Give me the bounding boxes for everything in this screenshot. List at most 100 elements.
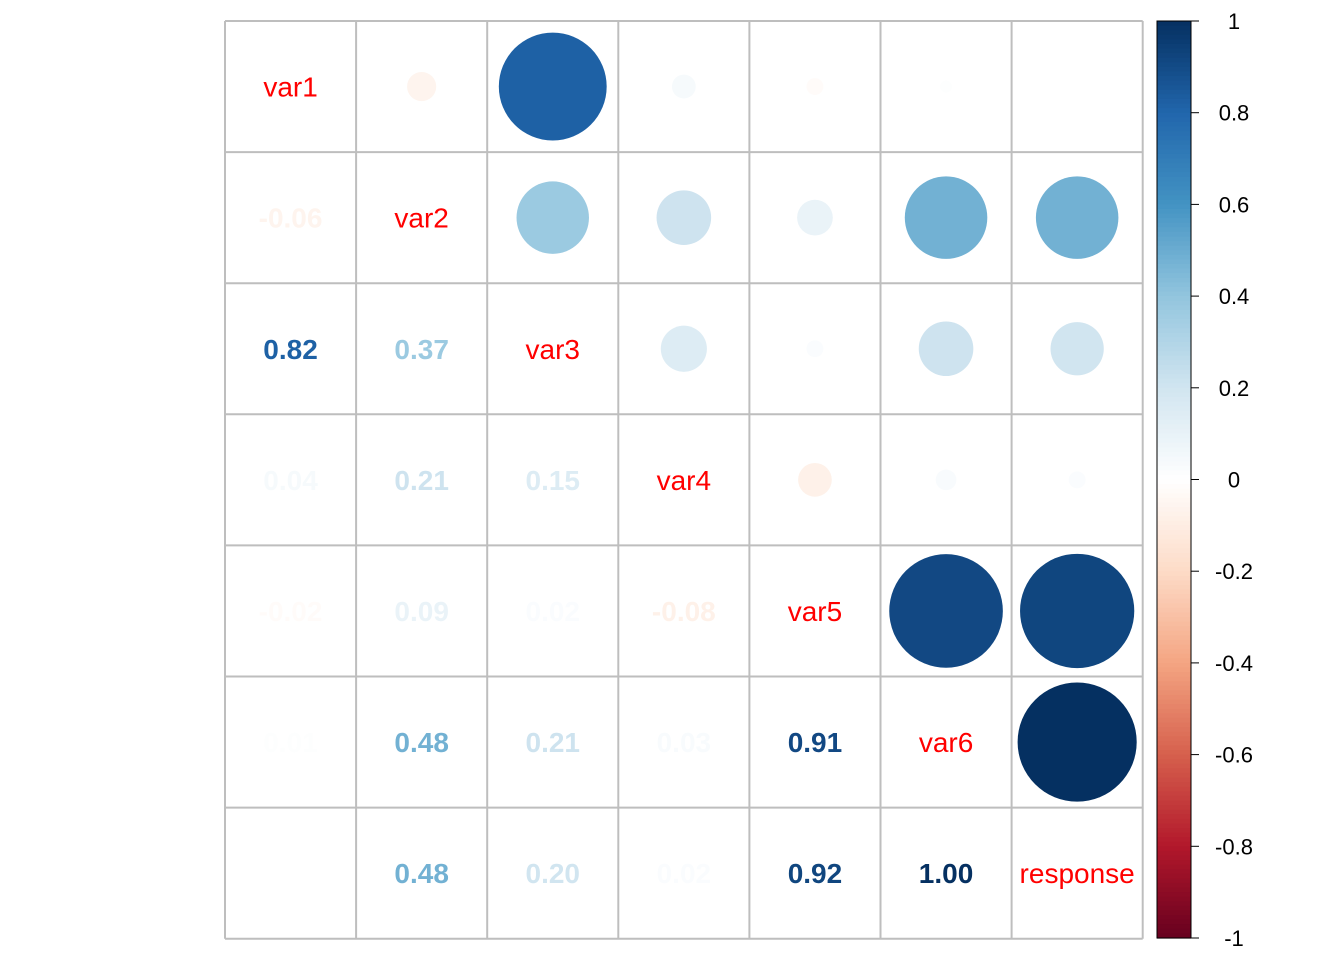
colorbar-segment: [1157, 892, 1191, 898]
colorbar-segment: [1157, 208, 1191, 215]
matrix-cell: [618, 545, 750, 677]
colorbar-segment: [1157, 245, 1191, 251]
matrix-cell: [618, 807, 750, 939]
colorbar-segment: [1157, 626, 1191, 632]
colorbar-segment: [1157, 708, 1191, 714]
colorbar-segment: [1157, 814, 1191, 820]
colorbar-segment: [1157, 98, 1191, 105]
colorbar-tick-label: -0.6: [1215, 743, 1253, 768]
colorbar-segment: [1157, 204, 1191, 210]
colorbar-segment: [1157, 699, 1191, 705]
colorbar-segment: [1157, 584, 1191, 591]
colorbar-segment: [1157, 355, 1191, 361]
colorbar-segment: [1157, 80, 1191, 86]
colorbar-segment: [1157, 653, 1191, 659]
colorbar-segment: [1157, 250, 1191, 256]
correlation-circle: [940, 80, 953, 93]
colorbar-segment: [1157, 617, 1191, 623]
colorbar-segment: [1157, 351, 1191, 357]
colorbar-segment: [1157, 442, 1191, 449]
colorbar-segment: [1157, 901, 1191, 907]
colorbar-segment: [1157, 374, 1191, 380]
colorbar-segment: [1157, 451, 1191, 458]
colorbar-segment: [1157, 685, 1191, 692]
colorbar-segment: [1157, 94, 1191, 100]
colorbar-segment: [1157, 493, 1191, 499]
colorbar-segment: [1157, 896, 1191, 902]
colorbar-segment: [1157, 39, 1191, 45]
correlation-circle: [1050, 322, 1104, 376]
colorbar-segment: [1157, 873, 1191, 879]
colorbar-segment: [1157, 103, 1191, 109]
colorbar-segment: [1157, 552, 1191, 559]
colorbar-segment: [1157, 598, 1191, 604]
colorbar-segment: [1157, 667, 1191, 673]
colorbar-segment: [1157, 639, 1191, 646]
correlation-coefficient: 0.02: [526, 596, 581, 627]
colorbar-segment: [1157, 470, 1191, 476]
colorbar-segment: [1157, 750, 1191, 756]
colorbar-segment: [1157, 406, 1191, 412]
colorbar-segment: [1157, 314, 1191, 320]
colorbar-segment: [1157, 809, 1191, 815]
colorbar-segment: [1157, 520, 1191, 526]
colorbar-segment: [1157, 117, 1191, 123]
colorbar-segment: [1157, 763, 1191, 769]
colorbar-segment: [1157, 369, 1191, 375]
correlation-coefficient: 0.21: [526, 727, 581, 758]
colorbar-segment: [1157, 286, 1191, 293]
correlation-coefficient: 1.00: [919, 858, 974, 889]
correlation-coefficient: 0.91: [788, 727, 843, 758]
colorbar-segment: [1157, 227, 1191, 233]
colorbar-segment: [1157, 580, 1191, 586]
colorbar-segment: [1157, 231, 1191, 238]
correlation-circle: [656, 190, 712, 245]
matrix-cell: [225, 676, 357, 808]
colorbar-segment: [1157, 474, 1191, 481]
colorbar-segment: [1157, 754, 1191, 760]
colorbar-segment: [1157, 571, 1191, 577]
correlation-circle: [407, 71, 437, 102]
matrix-cell: [225, 283, 357, 415]
variable-label-var2: var2: [394, 203, 448, 234]
colorbar-segment: [1157, 429, 1191, 435]
colorbar-segment: [1157, 140, 1191, 146]
colorbar-segment: [1157, 158, 1191, 164]
colorbar-segment: [1157, 621, 1191, 627]
colorbar-segment: [1157, 740, 1191, 747]
correlation-coefficient: 0.92: [788, 858, 843, 889]
matrix-cell: [356, 283, 488, 415]
colorbar-segment: [1157, 415, 1191, 421]
matrix-cell: [225, 152, 357, 284]
colorbar-segment: [1157, 529, 1191, 536]
colorbar-tick-label: 0.8: [1219, 101, 1250, 126]
colorbar-segment: [1157, 594, 1191, 600]
colorbar-segment: [1157, 630, 1191, 636]
matrix-cell: [356, 807, 488, 939]
colorbar-segment: [1157, 479, 1191, 485]
colorbar-segment: [1157, 915, 1191, 921]
correlation-coefficient: -0.06: [259, 203, 323, 234]
colorbar-segment: [1157, 76, 1191, 82]
colorbar-segment: [1157, 300, 1191, 306]
colorbar-segment: [1157, 48, 1191, 54]
colorbar-segment: [1157, 832, 1191, 838]
colorbar-segment: [1157, 131, 1191, 137]
correlation-coefficient: 0.82: [263, 334, 318, 365]
colorbar-segment: [1157, 332, 1191, 338]
colorbar-segment: [1157, 433, 1191, 439]
colorbar-segment: [1157, 919, 1191, 925]
colorbar-segment: [1157, 516, 1191, 522]
colorbar-segment: [1157, 461, 1191, 467]
matrix-cell: [225, 21, 357, 153]
correlation-circle: [1068, 471, 1086, 489]
variable-label-var5: var5: [788, 596, 842, 627]
correlation-circle: [1020, 553, 1135, 669]
colorbar-segment: [1157, 419, 1191, 426]
matrix-cell: [356, 676, 488, 808]
colorbar-segment: [1157, 497, 1191, 504]
matrix-cell: [880, 807, 1012, 939]
colorbar-segment: [1157, 21, 1191, 27]
colorbar-segment: [1157, 612, 1191, 618]
colorbar-segment: [1157, 30, 1191, 36]
